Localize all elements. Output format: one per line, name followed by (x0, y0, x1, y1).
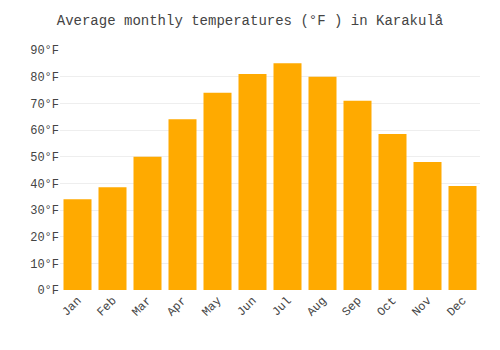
svg-text:Apr: Apr (164, 294, 189, 319)
svg-text:Oct: Oct (374, 294, 399, 319)
svg-text:90°F: 90°F (30, 44, 59, 58)
svg-text:Jun: Jun (234, 294, 259, 319)
svg-text:60°F: 60°F (30, 124, 59, 138)
svg-text:May: May (199, 294, 224, 319)
svg-text:Dec: Dec (444, 294, 469, 319)
svg-text:0°F: 0°F (37, 284, 59, 298)
svg-text:Average monthly temperatures (: Average monthly temperatures (°F ) in Ka… (57, 13, 443, 29)
svg-text:50°F: 50°F (30, 151, 59, 165)
svg-text:Aug: Aug (304, 294, 329, 319)
svg-text:70°F: 70°F (30, 98, 59, 112)
svg-text:30°F: 30°F (30, 204, 59, 218)
svg-text:10°F: 10°F (30, 258, 59, 272)
svg-text:Sep: Sep (339, 294, 364, 319)
svg-text:Feb: Feb (94, 294, 119, 319)
svg-text:Nov: Nov (409, 294, 434, 319)
svg-text:Jul: Jul (269, 294, 294, 319)
svg-text:Jan: Jan (59, 294, 84, 319)
svg-text:40°F: 40°F (30, 178, 59, 192)
svg-text:20°F: 20°F (30, 231, 59, 245)
svg-text:Mar: Mar (129, 294, 154, 319)
svg-text:80°F: 80°F (30, 71, 59, 85)
